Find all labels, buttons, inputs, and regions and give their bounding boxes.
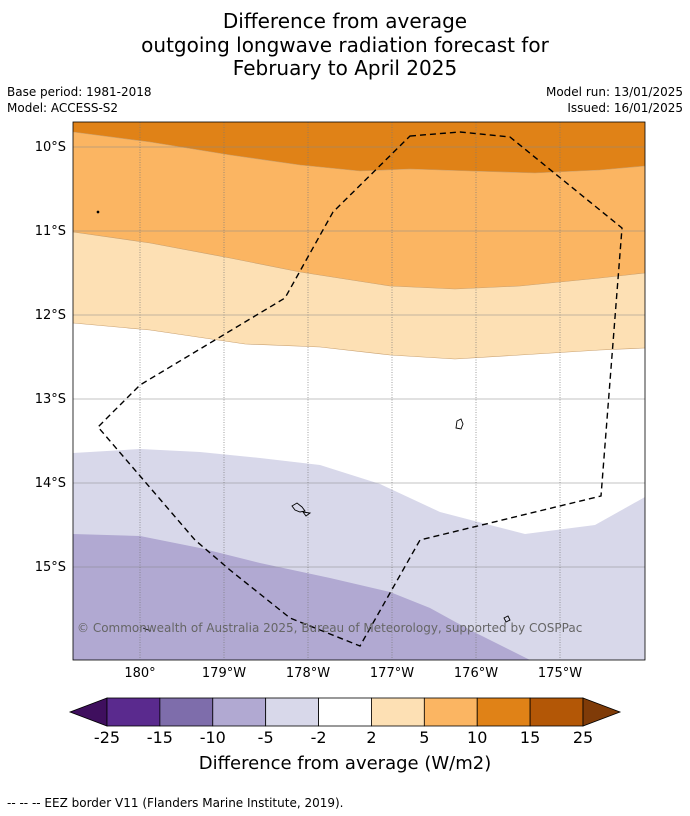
lat-label: 10°S	[35, 140, 66, 155]
colorbar-tick-label: -10	[199, 728, 226, 747]
base-period-text: Base period: 1981-2018	[7, 85, 152, 99]
lat-label: 12°S	[35, 308, 66, 323]
island-outline	[301, 511, 312, 517]
colorbar-segment	[423, 697, 478, 727]
lon-label: 175°W	[538, 666, 582, 681]
title-line-1: Difference from average	[222, 9, 468, 33]
longitude-labels: 180° 179°W 178°W 177°W 176°W 175°W	[124, 666, 582, 681]
colorbar-segment	[106, 697, 161, 727]
colorbar-tick-label: -5	[257, 728, 274, 747]
colorbar-segment	[159, 697, 214, 727]
lat-label: 14°S	[35, 476, 66, 491]
colorbar-tick-label: 15	[519, 728, 541, 747]
model-text: Model: ACCESS-S2	[7, 101, 119, 115]
lon-label: 178°W	[286, 666, 330, 681]
island-outline	[96, 210, 100, 214]
island-outline	[142, 627, 152, 632]
colorbar-tick-label: -25	[93, 728, 121, 747]
colorbar-tick-label: 2	[366, 728, 377, 747]
colorbar-arrow-low	[68, 697, 108, 727]
colorbar-arrow-high	[582, 697, 622, 727]
colorbar-title: Difference from average (W/m2)	[198, 753, 492, 774]
island-outline	[455, 418, 464, 430]
eez-legend-text: -- -- -- EEZ border V11 (Flanders Marine…	[7, 796, 344, 810]
colorbar-tick-label: 10	[467, 728, 488, 747]
lat-label: 15°S	[35, 560, 66, 575]
copyright-text: © Commonwealth of Australia 2025, Bureau…	[77, 621, 582, 635]
colorbar-tick-label: 5	[419, 728, 430, 747]
map-frame	[72, 121, 646, 661]
colorbar-segment	[529, 697, 584, 727]
title-line-3: February to April 2025	[232, 56, 458, 80]
issued-text: Issued: 16/01/2025	[567, 101, 683, 115]
lon-label: 177°W	[370, 666, 414, 681]
map-plot-area	[73, 122, 645, 660]
contour-lines	[73, 131, 645, 360]
latitude-labels: 10°S 11°S 12°S 13°S 14°S 15°S	[35, 140, 66, 575]
lon-label: 179°W	[202, 666, 246, 681]
lon-label: 176°W	[454, 666, 498, 681]
colorbar-tick-label: -15	[146, 728, 173, 747]
island-outline	[291, 502, 306, 513]
colorbar-tick-label: 25	[572, 728, 594, 747]
island-outline	[503, 615, 511, 623]
lat-label: 13°S	[35, 392, 66, 407]
colorbar-segment	[371, 697, 425, 727]
colorbar	[68, 697, 622, 727]
latitude-grid	[73, 146, 645, 568]
colorbar-segment	[318, 697, 372, 727]
colorbar-segment	[265, 697, 319, 727]
colorbar-segment	[212, 697, 267, 727]
lon-label: 180°	[124, 666, 155, 681]
anomaly-band-minus5-to-minus10	[73, 534, 530, 660]
anomaly-band-15-to-25	[73, 122, 645, 173]
colorbar-tick-label: -2	[310, 728, 327, 747]
island-outlines	[96, 210, 511, 632]
model-run-text: Model run: 13/01/2025	[545, 85, 683, 99]
title-line-2: outgoing longwave radiation forecast for	[141, 33, 549, 57]
eez-border	[97, 131, 623, 647]
lat-label: 11°S	[35, 224, 66, 239]
colorbar-segment	[476, 697, 531, 727]
longitude-grid	[139, 122, 561, 660]
